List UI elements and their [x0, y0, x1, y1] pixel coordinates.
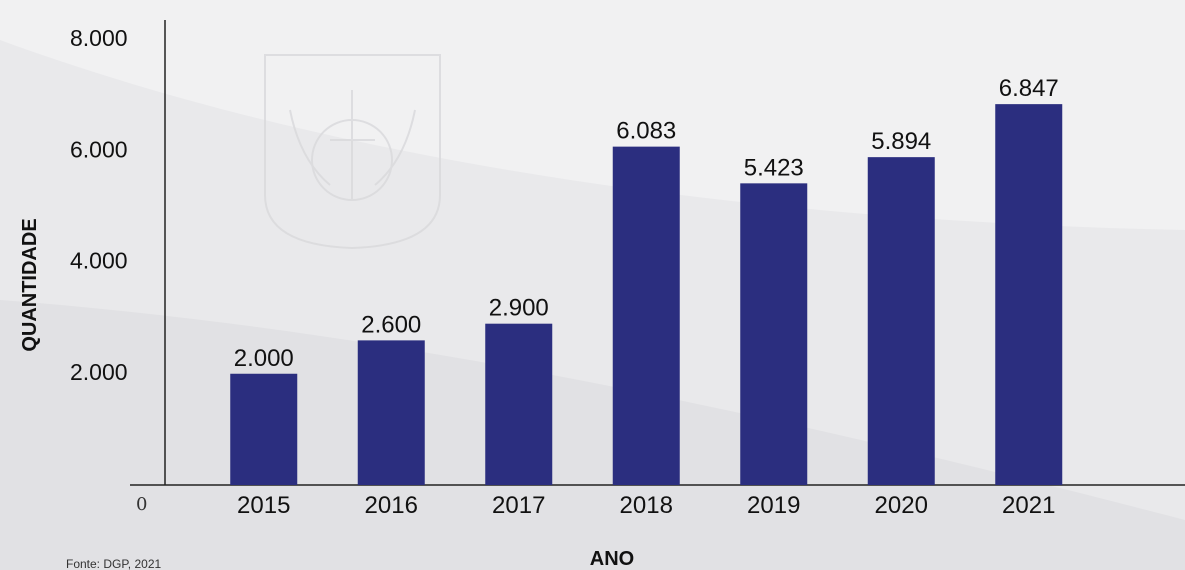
bar-2020: [867, 157, 935, 486]
data-label: 2.600: [361, 311, 421, 338]
data-label: 6.083: [616, 118, 676, 145]
x-tick-label: 2018: [620, 492, 673, 519]
x-tick-label: 2021: [1002, 492, 1055, 519]
bar-2016: [357, 340, 425, 485]
y-axis: 2.000 4.000 6.000 8.000: [70, 20, 166, 485]
y-tick-label: 4.000: [70, 248, 128, 274]
data-label: 5.423: [744, 154, 804, 181]
x-tick-label: 2017: [492, 492, 545, 519]
data-label: 2.900: [489, 295, 549, 322]
data-label: 5.894: [871, 128, 931, 155]
y-tick-label: 8.000: [70, 25, 128, 51]
x-tick-label: 2019: [747, 492, 800, 519]
y-zero-label: 0: [136, 494, 147, 515]
bar-2015: [230, 373, 298, 485]
x-axis: 2015 2016 2017 2018 2019 2020 2021: [130, 484, 1185, 519]
data-label: 2.000: [234, 345, 294, 372]
x-tick-label: 2016: [365, 492, 418, 519]
x-tick-label: 2015: [237, 492, 290, 519]
x-axis-title: ANO: [590, 548, 634, 570]
bar-2021: [995, 104, 1063, 486]
source-note: Fonte: DGP, 2021: [66, 557, 162, 570]
y-axis-title: QUANTIDADE: [19, 218, 41, 351]
bar-2017: [485, 323, 553, 485]
coat-of-arms-watermark: [264, 54, 441, 250]
bars: [230, 104, 1063, 486]
value-labels: 2.000 2.600 2.900 6.083 5.423 5.894 6.847: [234, 75, 1059, 372]
bar-2018: [612, 146, 680, 485]
bar-2019: [740, 183, 808, 485]
data-label: 6.847: [999, 75, 1059, 102]
y-tick-label: 6.000: [70, 136, 128, 162]
y-tick-label: 2.000: [70, 359, 128, 385]
x-tick-label: 2020: [875, 492, 928, 519]
